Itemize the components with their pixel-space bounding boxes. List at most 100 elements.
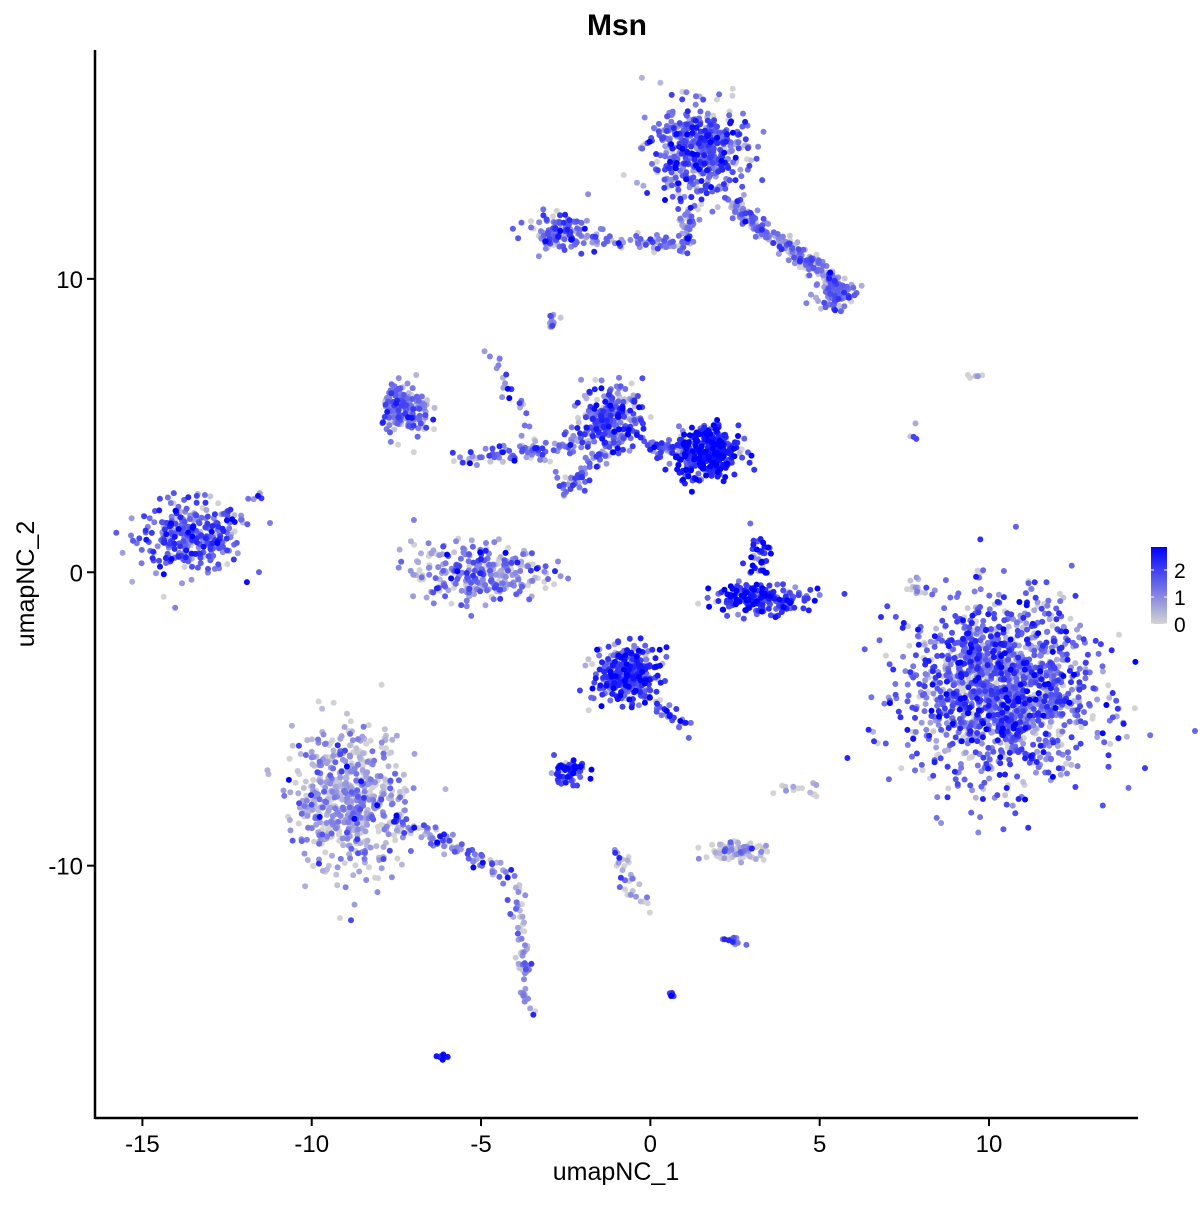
point — [943, 731, 950, 738]
point — [342, 758, 349, 765]
point — [549, 322, 556, 329]
point — [1045, 597, 1052, 604]
point — [738, 173, 745, 180]
point — [387, 429, 393, 436]
point — [395, 414, 402, 421]
point — [519, 913, 526, 920]
point — [977, 586, 984, 593]
point — [156, 557, 163, 564]
point — [440, 567, 447, 574]
point — [298, 810, 305, 817]
point — [633, 233, 640, 239]
point — [1107, 740, 1114, 747]
point — [1123, 733, 1130, 740]
point — [703, 190, 710, 197]
point — [451, 549, 458, 556]
point — [378, 865, 385, 872]
point — [904, 742, 911, 748]
point — [374, 823, 381, 830]
point — [967, 374, 974, 381]
point — [725, 165, 732, 171]
point — [1000, 568, 1007, 574]
point — [688, 213, 695, 220]
point — [736, 450, 743, 457]
point — [442, 560, 449, 567]
point — [974, 626, 981, 632]
point — [537, 456, 544, 463]
point — [716, 841, 723, 848]
point — [928, 712, 935, 719]
point — [521, 422, 528, 429]
point — [586, 477, 593, 484]
point — [389, 736, 396, 743]
point — [1025, 824, 1032, 831]
point — [933, 814, 940, 821]
point — [305, 824, 312, 831]
point — [401, 807, 408, 814]
point — [851, 292, 858, 299]
point — [557, 212, 563, 219]
point — [780, 581, 786, 588]
point — [661, 176, 668, 183]
point — [353, 745, 360, 752]
point — [704, 110, 711, 117]
point — [542, 585, 549, 592]
point — [661, 237, 668, 244]
point — [746, 162, 753, 169]
point — [499, 458, 506, 465]
point — [1044, 628, 1051, 635]
point — [409, 396, 416, 402]
point — [420, 822, 427, 829]
point — [795, 592, 802, 599]
point — [509, 225, 516, 232]
point — [747, 209, 754, 216]
point — [786, 232, 793, 239]
point — [315, 736, 321, 743]
point — [386, 847, 393, 854]
point — [980, 682, 987, 689]
point — [646, 909, 653, 916]
point — [245, 495, 252, 502]
point — [344, 835, 351, 842]
point — [814, 281, 821, 288]
point — [523, 410, 530, 417]
point — [361, 855, 368, 862]
point — [728, 846, 735, 853]
point — [292, 779, 299, 786]
point — [398, 558, 405, 565]
point — [617, 383, 624, 390]
point — [388, 381, 395, 388]
point — [1084, 651, 1091, 658]
point — [196, 520, 203, 527]
point — [1025, 580, 1032, 587]
point — [1047, 755, 1054, 762]
point — [941, 605, 948, 612]
point — [395, 386, 402, 392]
point — [724, 612, 731, 619]
point — [835, 296, 842, 302]
point — [580, 240, 587, 247]
point — [1106, 694, 1113, 701]
point — [617, 874, 624, 881]
point — [991, 615, 998, 622]
point — [329, 852, 335, 859]
point — [486, 353, 493, 360]
point — [340, 842, 347, 849]
point — [503, 371, 510, 378]
point — [712, 849, 719, 856]
point — [522, 892, 529, 899]
point — [800, 605, 807, 612]
point — [539, 445, 546, 452]
point — [988, 687, 995, 694]
point — [335, 818, 342, 825]
point — [1076, 686, 1083, 693]
point — [302, 752, 309, 758]
point — [586, 460, 593, 467]
point — [332, 805, 339, 812]
point — [1192, 728, 1198, 734]
point — [803, 300, 810, 307]
point — [167, 500, 174, 506]
point — [136, 535, 143, 542]
point — [518, 432, 525, 439]
point — [698, 201, 705, 208]
